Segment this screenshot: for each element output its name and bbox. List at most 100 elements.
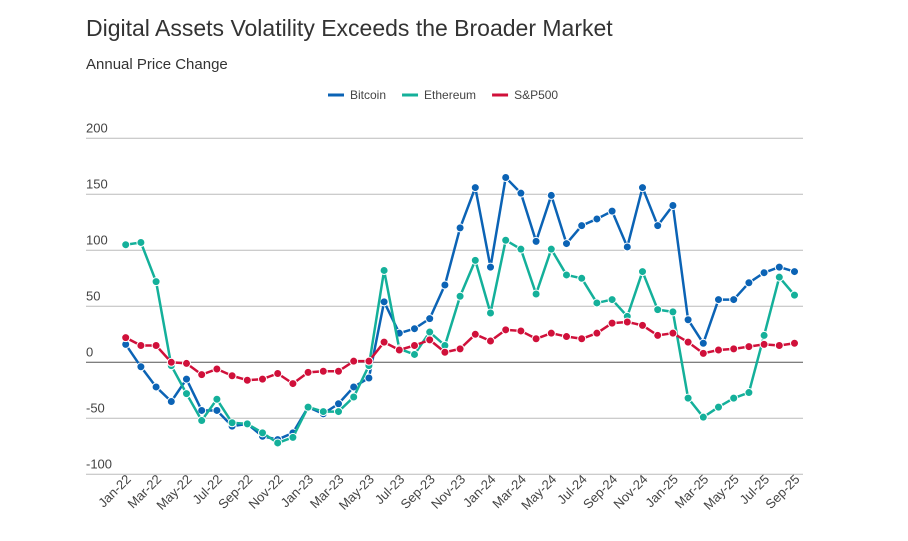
data-point	[683, 337, 693, 347]
data-point	[318, 407, 328, 417]
data-point	[577, 334, 587, 344]
data-point	[501, 325, 511, 335]
data-point	[197, 405, 207, 415]
data-point	[562, 270, 571, 280]
x-tick-label: Nov-22	[246, 472, 286, 512]
data-point	[759, 268, 769, 278]
data-point	[622, 317, 632, 327]
data-point	[729, 344, 739, 354]
chart-subtitle: Annual Price Change	[86, 56, 228, 73]
data-point	[364, 356, 374, 366]
data-point	[683, 315, 693, 325]
data-point	[197, 416, 207, 426]
data-point	[790, 290, 799, 300]
data-point	[759, 339, 769, 349]
y-tick-label: 200	[86, 120, 108, 135]
data-point	[546, 190, 556, 200]
data-point	[303, 367, 313, 377]
data-point	[166, 397, 176, 406]
data-point	[744, 388, 754, 398]
data-point	[303, 402, 313, 412]
y-tick-label: 0	[86, 344, 93, 359]
data-point	[455, 223, 465, 233]
data-point	[470, 255, 480, 265]
data-point	[470, 329, 480, 339]
data-point	[455, 291, 465, 301]
data-point	[258, 428, 267, 438]
data-point	[653, 221, 663, 231]
data-point	[622, 242, 632, 252]
data-point	[440, 347, 450, 357]
data-point	[516, 188, 526, 198]
data-point	[410, 324, 419, 334]
data-point	[470, 183, 480, 193]
data-point	[698, 348, 708, 358]
data-point	[227, 418, 237, 428]
data-point	[638, 267, 647, 277]
data-point	[501, 173, 511, 182]
data-point	[258, 374, 267, 384]
series-line	[124, 176, 795, 441]
series-sp500	[121, 317, 799, 389]
y-tick-label: -100	[86, 456, 112, 471]
data-point	[349, 356, 359, 366]
data-point	[516, 326, 526, 336]
data-point	[486, 308, 495, 318]
data-point	[714, 402, 723, 412]
data-point	[774, 262, 784, 272]
data-point	[394, 345, 404, 355]
data-point	[151, 382, 161, 392]
data-point	[531, 236, 541, 246]
data-point	[379, 297, 389, 307]
data-point	[683, 393, 693, 403]
data-point	[379, 265, 389, 275]
y-tick-label: 50	[86, 288, 100, 303]
data-point	[653, 305, 663, 315]
data-point	[531, 334, 541, 344]
data-point	[607, 206, 617, 216]
data-point	[425, 327, 435, 337]
data-point	[318, 366, 328, 376]
data-point	[182, 389, 191, 399]
data-point	[349, 392, 359, 402]
data-point	[546, 328, 556, 338]
data-point	[774, 341, 784, 350]
data-point	[698, 412, 708, 422]
data-point	[212, 394, 222, 404]
data-point	[334, 407, 343, 417]
data-point	[592, 214, 602, 224]
x-tick-label: Sep-25	[762, 472, 802, 512]
data-point	[607, 318, 617, 328]
data-point	[182, 374, 191, 384]
data-point	[212, 364, 222, 374]
data-point	[455, 344, 465, 354]
legend-label: Bitcoin	[350, 88, 386, 102]
data-point	[410, 349, 419, 359]
data-point	[562, 332, 571, 342]
data-point	[425, 314, 435, 324]
data-point	[577, 221, 587, 231]
data-point	[653, 330, 663, 340]
data-point	[668, 307, 678, 317]
data-point	[288, 379, 298, 389]
data-point	[759, 330, 769, 340]
data-point	[151, 341, 161, 350]
data-point	[166, 357, 176, 367]
data-point	[790, 338, 799, 348]
series-line	[125, 238, 796, 445]
legend-label: S&P500	[514, 88, 558, 102]
data-point	[774, 272, 784, 282]
data-point	[486, 262, 495, 272]
data-point	[334, 366, 343, 376]
data-point	[516, 244, 526, 254]
data-point	[501, 235, 511, 245]
y-tick-label: 150	[86, 176, 108, 191]
data-point	[121, 333, 131, 343]
data-point	[273, 369, 283, 378]
data-point	[698, 338, 708, 348]
data-point	[638, 320, 647, 330]
data-point	[577, 273, 587, 283]
data-point	[410, 341, 419, 350]
data-point	[546, 244, 556, 254]
